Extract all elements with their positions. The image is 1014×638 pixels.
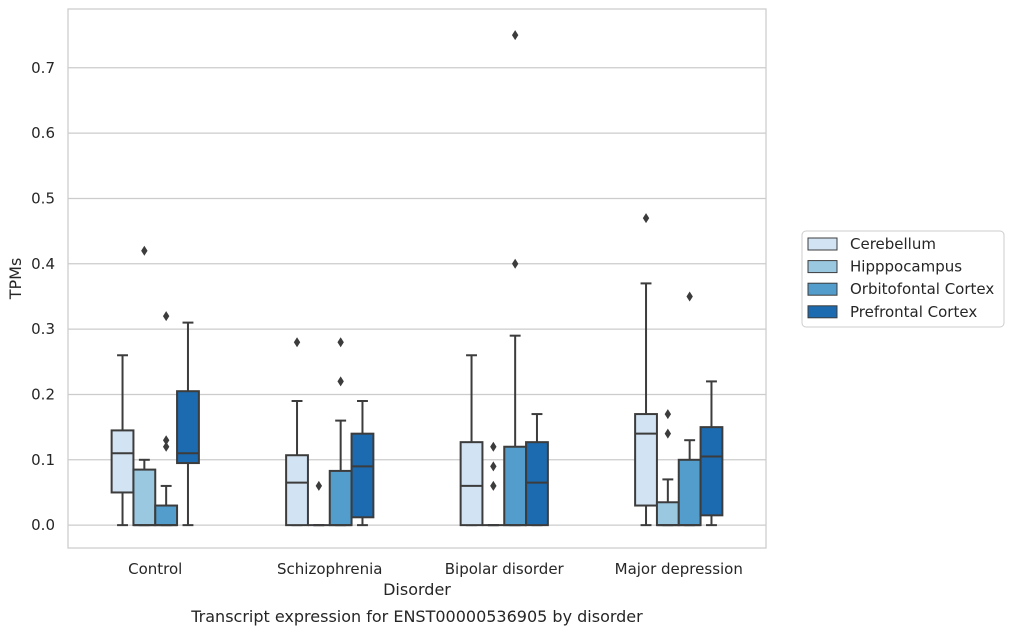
outlier-point — [490, 461, 497, 472]
box-group — [677, 291, 702, 527]
box-group — [482, 441, 505, 527]
boxes — [110, 30, 724, 527]
box-group — [699, 380, 724, 527]
legend-swatch — [807, 237, 838, 251]
box-group — [132, 245, 157, 527]
outlier-point — [293, 337, 301, 348]
box — [655, 501, 680, 527]
outlier-point — [337, 376, 344, 387]
outlier-point — [490, 480, 497, 491]
legend-swatch — [807, 305, 838, 319]
box — [677, 458, 702, 527]
box — [154, 504, 179, 527]
legend-swatch — [807, 260, 838, 274]
x-tick-label: Control — [128, 560, 182, 578]
outlier-point — [162, 441, 170, 452]
outlier-point — [315, 480, 323, 491]
x-tick-label: Major depression — [615, 560, 743, 578]
outlier-point — [511, 258, 519, 269]
legend-label: Cerebellum — [850, 235, 936, 253]
y-tick-label: 0.1 — [31, 451, 55, 469]
outlier-point — [337, 337, 344, 348]
chart-caption: Transcript expression for ENST0000053690… — [190, 607, 643, 626]
outlier-point — [686, 291, 693, 302]
y-tick-label: 0.2 — [31, 385, 55, 403]
outlier-point — [162, 435, 170, 446]
box-group — [655, 409, 680, 527]
box-group — [328, 337, 353, 527]
box — [459, 441, 484, 527]
legend-swatch — [807, 282, 838, 296]
legend-label: Hipppocampus — [850, 258, 962, 276]
box — [503, 445, 528, 527]
box-group — [350, 400, 375, 527]
x-tick-label: Bipolar disorder — [445, 560, 565, 578]
box-group — [307, 480, 330, 527]
legend-frame — [801, 230, 1005, 328]
outlier-point — [664, 428, 672, 439]
y-tick-label: 0.0 — [31, 516, 55, 534]
y-tick-label: 0.4 — [31, 255, 55, 273]
box-group — [459, 354, 484, 527]
y-tick-label: 0.5 — [31, 189, 55, 207]
outlier-point — [642, 213, 650, 224]
x-tick-labels: Control Schizophrenia Bipolar disorder Majo… — [128, 560, 743, 578]
legend: Cerebellum Hipppocampus Orbitofontal Corte… — [801, 230, 1005, 328]
outlier-point — [511, 30, 519, 41]
box — [285, 454, 309, 527]
box — [699, 426, 724, 517]
y-tick-label: 0.3 — [31, 320, 55, 338]
y-tick-label: 0.6 — [31, 124, 55, 142]
box — [350, 432, 375, 519]
box — [110, 429, 135, 494]
box — [328, 469, 353, 527]
plot-area — [67, 8, 767, 549]
box — [132, 468, 157, 527]
x-axis-title: Disorder — [383, 580, 451, 599]
legend-label: Prefrontal Cortex — [850, 303, 977, 321]
outlier-point — [141, 245, 148, 256]
box-group — [110, 354, 135, 527]
box-group — [285, 337, 309, 527]
box-group — [176, 321, 200, 527]
box — [176, 390, 200, 465]
box-group — [525, 413, 549, 527]
y-axis-title: TPMs — [6, 258, 25, 301]
box-group — [634, 213, 658, 527]
legend-label: Orbitofontal Cortex — [850, 280, 994, 298]
x-tick-label: Schizophrenia — [277, 560, 382, 578]
box — [634, 413, 658, 507]
y-tick-labels: 0.0 0.1 0.2 0.3 0.4 0.5 0.6 0.7 — [31, 59, 55, 534]
box-group — [154, 311, 179, 527]
y-tick-label: 0.7 — [31, 59, 55, 77]
outlier-point — [664, 409, 672, 420]
outlier-point — [490, 441, 497, 452]
outlier-point — [162, 311, 170, 322]
